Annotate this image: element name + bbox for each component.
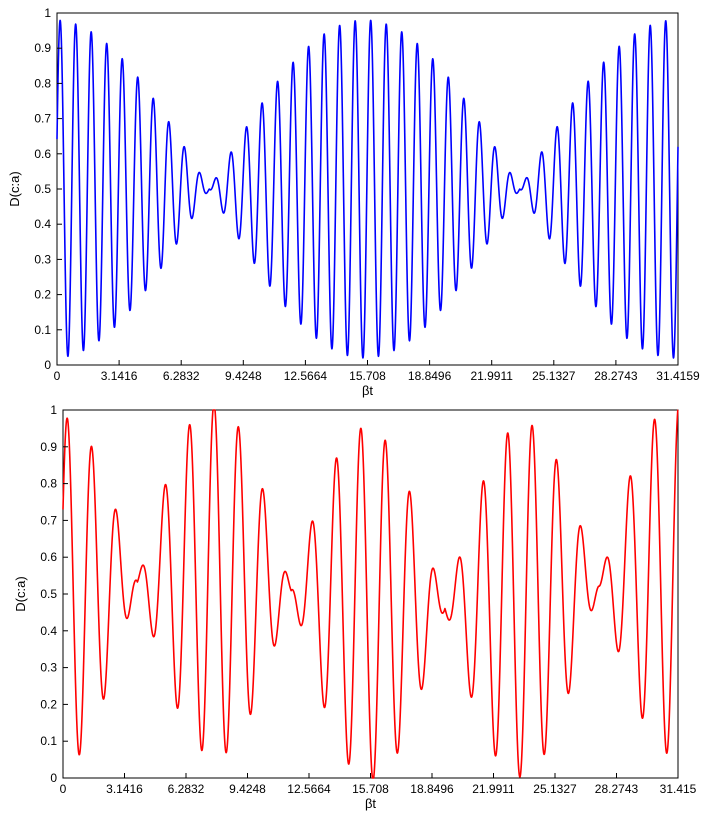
top-y-tick-label: 0.1 [34,323,51,337]
top-x-tick-label: 6.2832 [163,369,200,383]
top-y-tick-label: 0.6 [34,147,51,161]
top-x-tick-label: 0 [54,369,61,383]
top-y-axis-label: D(c:a) [7,171,22,206]
top-y-tick-label: 1 [44,6,51,20]
top-y-tick-label: 0.9 [34,41,51,55]
top-y-tick-label: 0.2 [34,288,51,302]
top-x-tick-label: 25.1327 [532,369,576,383]
bottom-y-tick-label: 0.8 [40,477,57,491]
top-x-axis-label: βt [362,383,373,398]
top-y-tick-label: 0 [44,358,51,372]
bottom-y-tick-label: 0.4 [40,624,57,638]
bottom-x-tick-label: 0 [60,782,67,796]
bottom-y-tick-label: 0.3 [40,661,57,675]
bottom-y-tick-label: 0.9 [40,440,57,454]
bottom-x-axis-label: βt [365,796,376,811]
bottom-y-tick-label: 0.5 [40,587,57,601]
bottom-x-tick-label: 12.5664 [287,782,331,796]
top-plot: 0 3.1416 6.2832 9.4248 12.5664 15.708 18.8496 2… [7,6,700,398]
top-y-tick-label: 0.8 [34,76,51,90]
bottom-y-tick-label: 0 [50,771,57,785]
bottom-x-tick-label: 9.4248 [229,782,266,796]
top-x-tick-label: 3.1416 [101,369,138,383]
top-y-tick-label: 0.7 [34,112,51,126]
top-x-tick-label: 28.2743 [594,369,638,383]
bottom-x-tick-label: 3.1416 [106,782,143,796]
top-x-tick-label: 18.8496 [408,369,452,383]
top-y-tick-label: 0.5 [34,182,51,196]
top-x-tick-label: 15.708 [349,369,386,383]
bottom-y-tick-label: 1 [50,403,57,417]
bottom-x-tick-label: 18.8496 [410,782,454,796]
bottom-y-tick-label: 0.6 [40,550,57,564]
top-y-tick-label: 0.3 [34,252,51,266]
bottom-x-tick-label: 31.415 [660,782,697,796]
bottom-x-tick-label: 21.9911 [472,782,515,796]
top-x-tick-label: 9.4248 [225,369,262,383]
bottom-y-axis-label: D(c:a) [13,576,28,611]
bottom-y-tick-label: 0.1 [40,734,57,748]
bottom-x-tick-label: 28.2743 [595,782,639,796]
bottom-y-tick-label: 0.7 [40,513,57,527]
top-x-tick-label: 31.4159 [656,369,700,383]
bottom-series-line [62,409,679,779]
top-series-line [56,19,679,359]
bottom-x-tick-label: 25.1327 [533,782,577,796]
top-x-tick-label: 21.9911 [470,369,513,383]
bottom-x-tick-label: 6.2832 [168,782,205,796]
bottom-plot: 0 3.1416 6.2832 9.4248 12.5664 15.708 18.8496 2… [13,403,697,811]
bottom-y-tick-label: 0.2 [40,697,57,711]
top-x-tick-label: 12.5664 [284,369,328,383]
bottom-x-tick-label: 15.708 [352,782,389,796]
top-y-tick-label: 0.4 [34,217,51,231]
